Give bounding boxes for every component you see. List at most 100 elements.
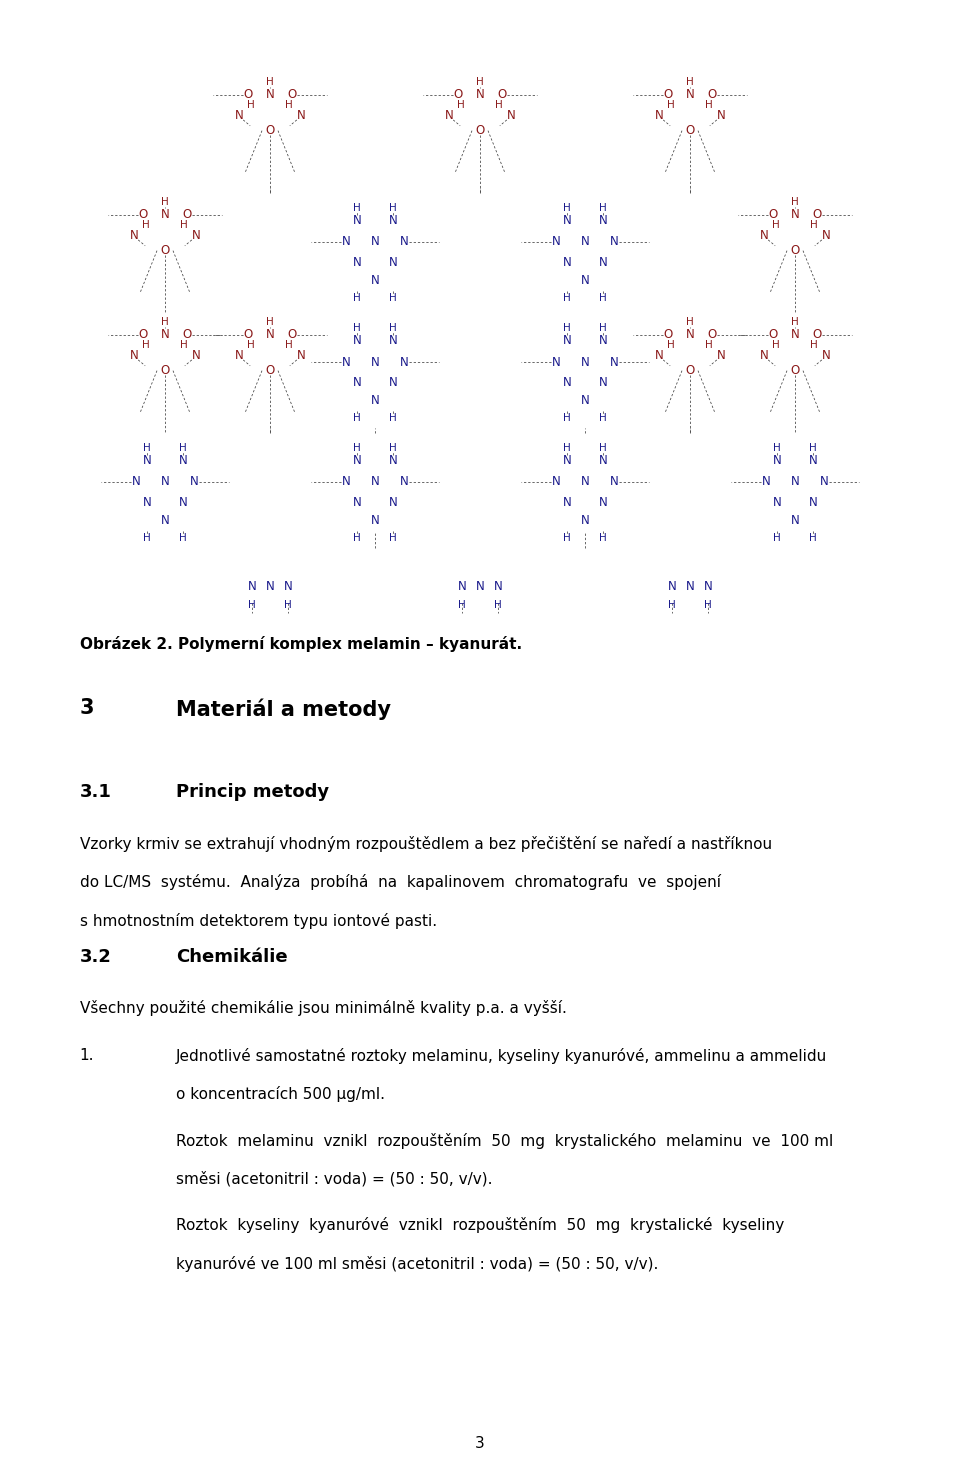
Text: H: H — [389, 324, 396, 333]
Text: směsi (acetonitril : voda) = (50 : 50, v/v).: směsi (acetonitril : voda) = (50 : 50, v… — [176, 1171, 492, 1187]
Text: H: H — [285, 340, 293, 350]
Text: O: O — [182, 208, 192, 222]
Text: H: H — [564, 293, 571, 303]
Text: O: O — [244, 89, 252, 102]
Text: Roztok  melaminu  vznikl  rozpouštěním  50  mg  krystalického  melaminu  ve  100: Roztok melaminu vznikl rozpouštěním 50 m… — [176, 1132, 833, 1148]
Text: H: H — [353, 202, 361, 213]
Text: N: N — [581, 273, 589, 287]
Text: H: H — [686, 316, 694, 327]
Text: N: N — [581, 513, 589, 526]
Text: N: N — [655, 349, 663, 362]
Text: N: N — [235, 109, 244, 123]
Text: O: O — [160, 364, 170, 377]
Text: N: N — [389, 213, 397, 226]
Text: H: H — [353, 412, 361, 423]
Text: N: N — [791, 328, 800, 341]
Text: N: N — [352, 334, 361, 346]
Text: O: O — [663, 328, 673, 341]
Text: H: H — [353, 293, 361, 303]
Text: H: H — [248, 340, 255, 350]
Text: N: N — [371, 476, 379, 489]
Text: N: N — [610, 356, 618, 368]
Text: 3: 3 — [475, 1435, 485, 1450]
Text: H: H — [667, 340, 675, 350]
Text: H: H — [494, 101, 503, 109]
Text: H: H — [791, 316, 799, 327]
Text: H: H — [686, 77, 694, 87]
Text: H: H — [773, 220, 780, 231]
Text: H: H — [564, 534, 571, 542]
Text: H: H — [353, 534, 361, 542]
Text: O: O — [265, 364, 275, 377]
Text: H: H — [668, 600, 676, 610]
Text: N: N — [581, 356, 589, 368]
Text: H: H — [599, 202, 607, 213]
Text: N: N — [266, 581, 275, 594]
Text: O: O — [138, 208, 148, 222]
Text: N: N — [160, 476, 169, 489]
Text: N: N — [399, 235, 408, 248]
Text: N: N — [773, 495, 781, 508]
Text: N: N — [655, 109, 663, 123]
Text: N: N — [610, 476, 618, 489]
Text: s hmotnostním detektorem typu iontové pasti.: s hmotnostním detektorem typu iontové pa… — [80, 913, 437, 930]
Text: H: H — [389, 202, 396, 213]
Text: H: H — [809, 534, 817, 542]
Text: H: H — [773, 340, 780, 350]
Text: H: H — [773, 443, 780, 452]
Text: H: H — [353, 443, 361, 452]
Text: Jednotlivé samostatné roztoky melaminu, kyseliny kyanuróvé, ammelinu a ammelidu: Jednotlivé samostatné roztoky melaminu, … — [176, 1048, 827, 1064]
Text: do LC/MS  systému.  Analýza  probíhá  na  kapalinovem  chromatografu  ve  spojen: do LC/MS systému. Analýza probíhá na kap… — [80, 875, 721, 891]
Text: Vzorky krmiv se extrahují vhodným rozpouštědlem a bez přečištění se naředí a nas: Vzorky krmiv se extrahují vhodným rozpou… — [80, 837, 772, 851]
Text: N: N — [791, 513, 800, 526]
Text: H: H — [457, 101, 466, 109]
Text: Roztok  kyseliny  kyanuróvé  vznikl  rozpouštěním  50  mg  krystalické  kyseliny: Roztok kyseliny kyanuróvé vznikl rozpouš… — [176, 1218, 784, 1234]
Text: N: N — [189, 476, 198, 489]
Text: Obrázek 2. Polymerní komplex melamin – kyanurát.: Obrázek 2. Polymerní komplex melamin – k… — [80, 636, 522, 652]
Text: H: H — [143, 443, 151, 452]
Text: H: H — [564, 443, 571, 452]
Text: N: N — [563, 375, 571, 389]
Text: H: H — [791, 197, 799, 207]
Text: N: N — [160, 208, 169, 222]
Text: N: N — [352, 454, 361, 467]
Text: N: N — [342, 476, 350, 489]
Text: H: H — [143, 534, 151, 542]
Text: Princip metody: Princip metody — [176, 783, 329, 801]
Text: N: N — [563, 334, 571, 346]
Text: o koncentracích 500 μg/ml.: o koncentracích 500 μg/ml. — [176, 1086, 385, 1103]
Text: H: H — [142, 220, 150, 231]
Text: N: N — [371, 235, 379, 248]
Text: O: O — [453, 89, 463, 102]
Text: N: N — [493, 581, 502, 594]
Text: H: H — [284, 600, 292, 610]
Text: N: N — [685, 89, 694, 102]
Text: N: N — [342, 356, 350, 368]
Text: N: N — [399, 476, 408, 489]
Text: H: H — [599, 412, 607, 423]
Text: N: N — [352, 256, 361, 269]
Text: N: N — [716, 109, 725, 123]
Text: N: N — [371, 273, 379, 287]
Text: N: N — [791, 476, 800, 489]
Text: N: N — [143, 495, 152, 508]
Text: N: N — [762, 476, 771, 489]
Text: N: N — [791, 208, 800, 222]
Text: O: O — [812, 208, 822, 222]
Text: N: N — [458, 581, 467, 594]
Text: N: N — [160, 513, 169, 526]
Text: N: N — [581, 235, 589, 248]
Text: H: H — [704, 600, 712, 610]
Text: N: N — [399, 356, 408, 368]
Text: N: N — [599, 495, 608, 508]
Text: O: O — [812, 328, 822, 341]
Text: N: N — [759, 349, 769, 362]
Text: H: H — [458, 600, 466, 610]
Text: H: H — [564, 324, 571, 333]
Text: Všechny použité chemikálie jsou minimálně kvality p.a. a vyšší.: Všechny použité chemikálie jsou minimáln… — [80, 1001, 566, 1015]
Text: N: N — [371, 356, 379, 368]
Text: H: H — [667, 101, 675, 109]
Text: H: H — [389, 293, 396, 303]
Text: N: N — [160, 328, 169, 341]
Text: O: O — [708, 328, 716, 341]
